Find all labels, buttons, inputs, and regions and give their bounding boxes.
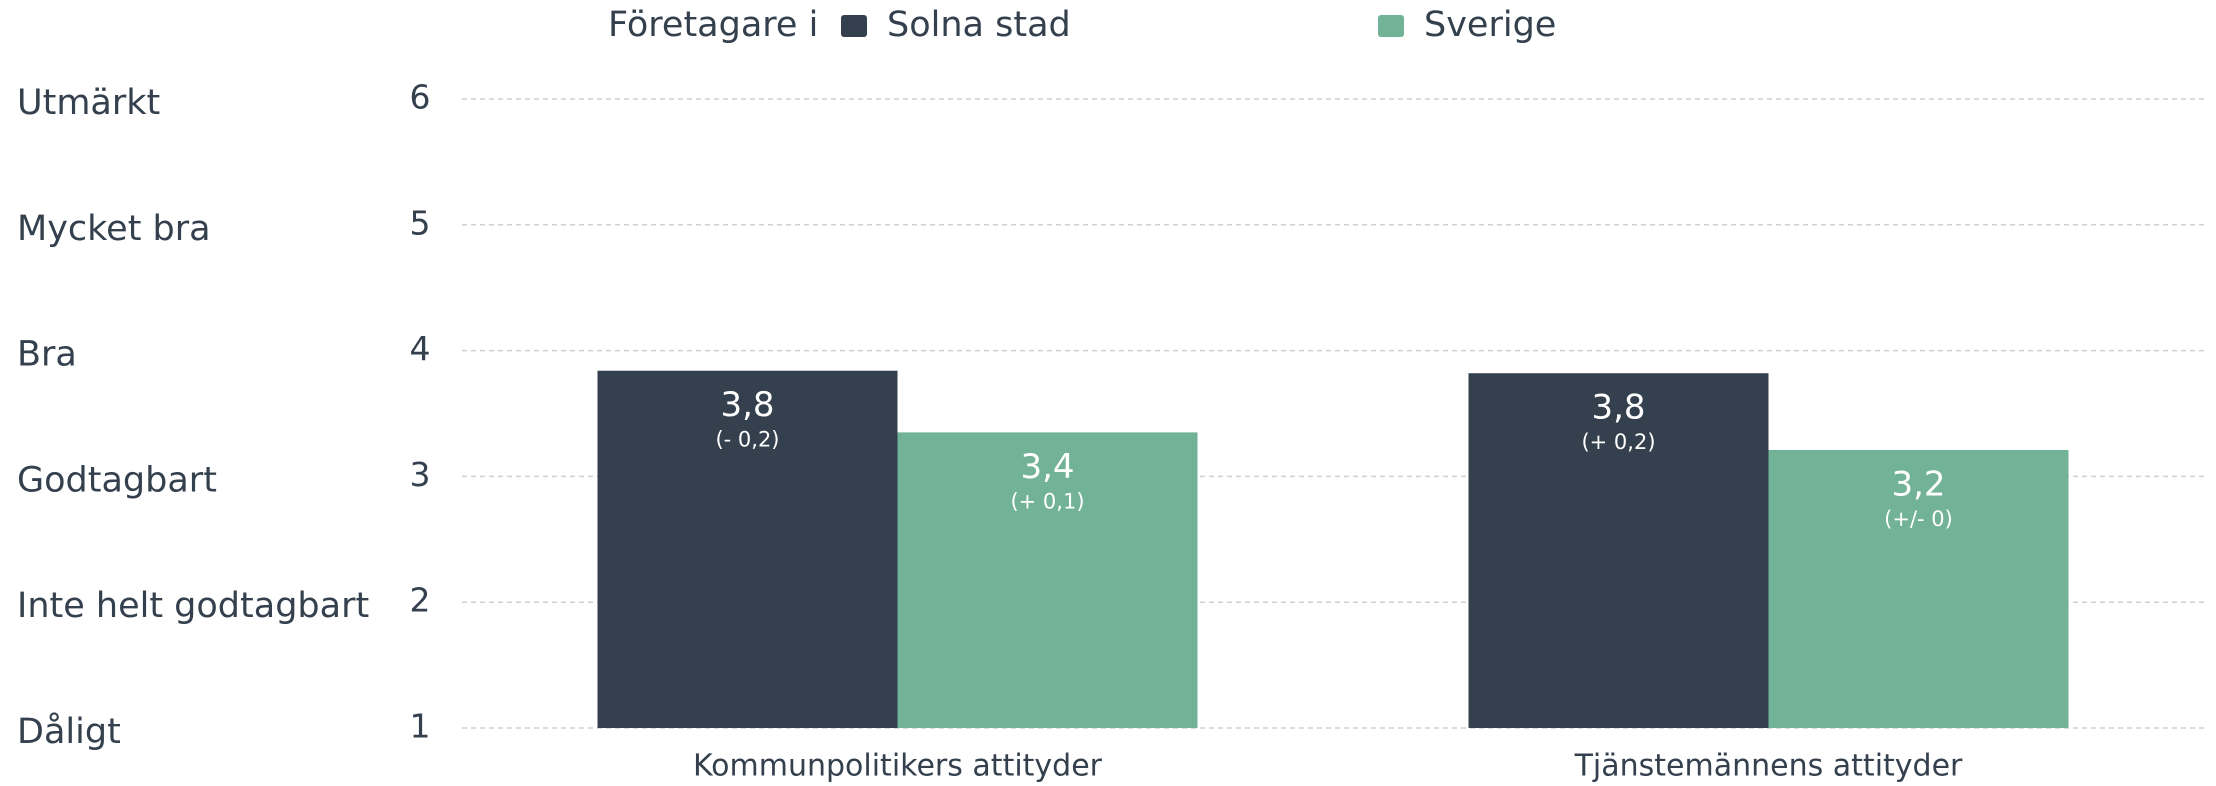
- y-scale-name: Godtagbart: [17, 460, 217, 500]
- x-tick-label: Kommunpolitikers attityder: [693, 749, 1103, 784]
- legend-label: Solna stad: [887, 5, 1071, 45]
- legend-label: Sverige: [1424, 5, 1556, 45]
- y-scale-name: Inte helt godtagbart: [17, 586, 369, 626]
- y-scale-name: Utmärkt: [17, 83, 160, 123]
- bar: [597, 370, 898, 728]
- y-tick-label: 6: [410, 78, 431, 117]
- y-tick-label: 4: [410, 329, 431, 368]
- change-label: (- 0,2): [715, 428, 779, 452]
- change-label: (+ 0,2): [1581, 430, 1655, 454]
- legend-swatch: [841, 15, 867, 37]
- y-tick-label: 1: [410, 707, 431, 746]
- y-tick-label: 5: [410, 203, 431, 242]
- change-label: (+ 0,1): [1010, 489, 1084, 513]
- y-scale-name: Mycket bra: [17, 209, 211, 249]
- value-label: 3,4: [1020, 447, 1074, 487]
- legend-swatch: [1378, 15, 1404, 37]
- bar: [1468, 373, 1769, 728]
- change-label: (+/- 0): [1884, 507, 1953, 531]
- legend-title: Företagare i: [608, 5, 818, 45]
- value-label: 3,8: [1591, 388, 1645, 428]
- x-tick-label: Tjänstemännens attityder: [1574, 749, 1963, 784]
- y-scale-name: Bra: [17, 335, 77, 375]
- bar: [897, 432, 1198, 728]
- y-tick-label: 2: [410, 581, 431, 620]
- bar: [1768, 449, 2069, 728]
- value-label: 3,8: [720, 385, 774, 425]
- value-label: 3,2: [1891, 464, 1945, 504]
- y-scale-name: Dåligt: [17, 711, 121, 752]
- y-tick-label: 3: [410, 455, 431, 494]
